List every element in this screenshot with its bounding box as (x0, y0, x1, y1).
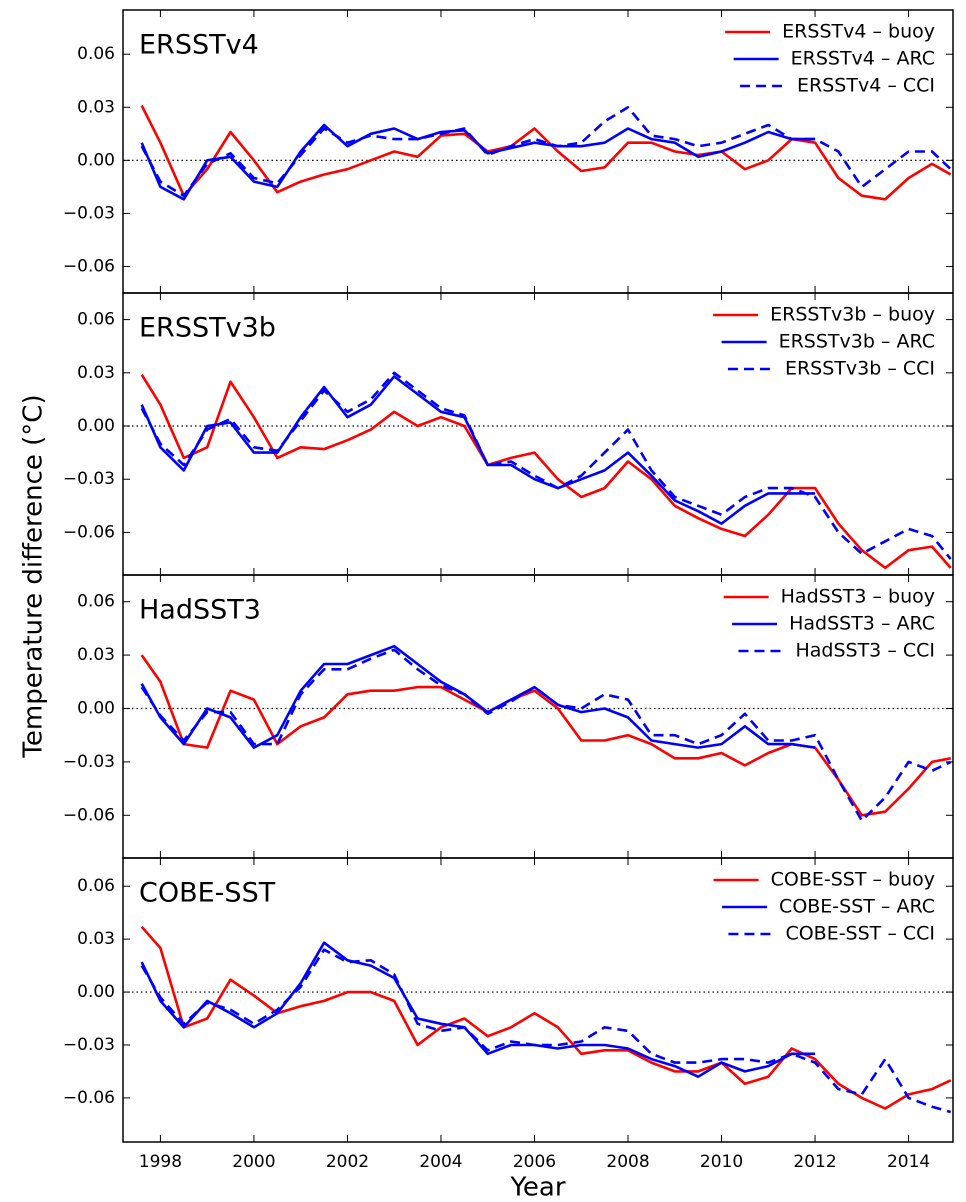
panel-title: HadSST3 (139, 595, 261, 626)
legend-label: ERSSTv3b – buoy (770, 304, 935, 326)
y-tick-label: 0.06 (77, 310, 115, 330)
series-line (140, 123, 816, 201)
y-tick-label: 0.06 (77, 876, 115, 896)
series-line (140, 104, 952, 201)
y-tick-label: −0.03 (63, 469, 115, 489)
legend-label: HadSST3 – ARC (789, 613, 935, 635)
y-tick-label: 0.00 (77, 698, 115, 718)
y-tick-label: 0.06 (77, 592, 115, 612)
series-line (140, 925, 952, 1110)
y-tick-label: 0.03 (77, 929, 115, 949)
y-tick-label: 0.00 (77, 150, 115, 170)
series-line (140, 948, 952, 1114)
y-tick-label: −0.03 (63, 1035, 115, 1055)
legend-label: COBE-SST – buoy (771, 869, 935, 891)
panel-title: ERSSTv4 (139, 30, 259, 61)
x-tick-label: 2014 (887, 1152, 930, 1172)
y-axis-label: Temperature difference (°C) (19, 394, 49, 758)
y-tick-label: 0.03 (77, 645, 115, 665)
legend-label: ERSSTv3b – CCI (785, 358, 935, 380)
y-tick-label: −0.06 (63, 256, 115, 276)
y-tick-label: 0.06 (77, 44, 115, 64)
legend-label: ERSSTv4 – CCI (797, 75, 935, 97)
legend-label: ERSSTv4 – ARC (791, 48, 935, 70)
legend-label: ERSSTv3b – ARC (779, 331, 935, 353)
y-tick-label: 0.03 (77, 97, 115, 117)
x-tick-label: 1998 (139, 1152, 182, 1172)
series-line (140, 371, 952, 560)
x-tick-label: 2006 (513, 1152, 556, 1172)
series-line (140, 644, 816, 749)
series-line (140, 373, 952, 570)
panel-title: ERSSTv3b (139, 313, 276, 344)
x-tick-label: 2010 (700, 1152, 743, 1172)
panel-title: COBE-SST (139, 878, 276, 909)
y-tick-label: −0.03 (63, 752, 115, 772)
y-tick-label: 0.00 (77, 982, 115, 1002)
y-tick-label: −0.06 (63, 805, 115, 825)
x-tick-label: 2000 (232, 1152, 275, 1172)
x-tick-label: 2008 (606, 1152, 649, 1172)
y-tick-label: −0.06 (63, 522, 115, 542)
legend-label: ERSSTv4 – buoy (782, 21, 935, 43)
legend-label: HadSST3 – buoy (781, 586, 935, 608)
x-axis-label: Year (509, 1173, 565, 1202)
series-line (140, 648, 952, 822)
x-tick-label: 2002 (326, 1152, 369, 1172)
legend-label: HadSST3 – CCI (795, 640, 935, 662)
legend-label: COBE-SST – CCI (785, 923, 935, 945)
series-line (140, 654, 951, 817)
y-tick-label: 0.03 (77, 363, 115, 383)
panel-frame (122, 857, 954, 1143)
x-tick-label: 2012 (793, 1152, 836, 1172)
y-tick-label: −0.06 (63, 1088, 115, 1108)
series-line (140, 941, 816, 1078)
y-tick-label: 0.00 (77, 416, 115, 436)
y-tick-label: −0.03 (63, 203, 115, 223)
x-tick-label: 2004 (419, 1152, 462, 1172)
legend-label: COBE-SST – ARC (779, 896, 935, 918)
